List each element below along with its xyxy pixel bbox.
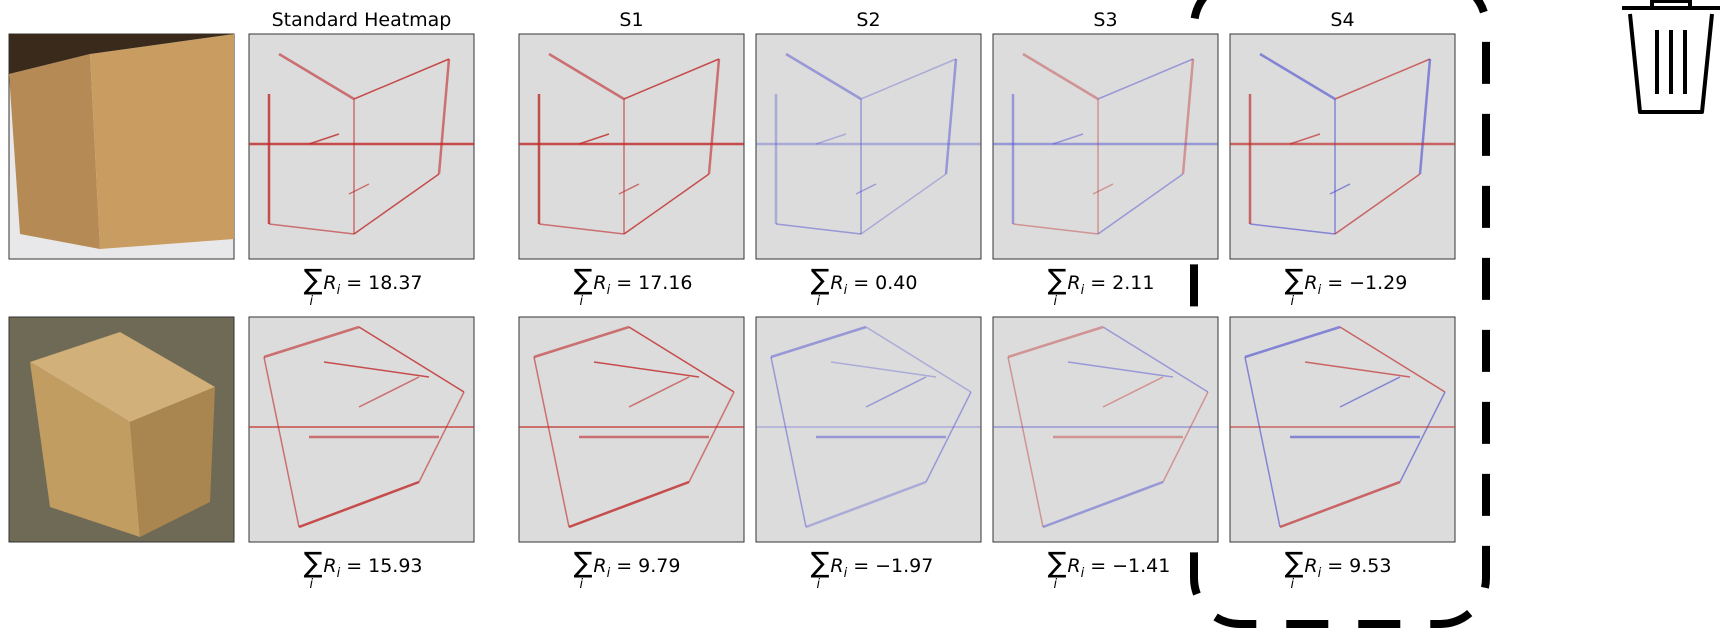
sum-label: ∑Ri = −1.29 — [1285, 263, 1408, 298]
sum-label: ∑Ri = 9.79 — [574, 546, 681, 581]
sum-sigma: ∑ — [574, 546, 593, 579]
sum-label: ∑Ri = −1.97 — [811, 546, 934, 581]
sum-term-index: i — [1081, 566, 1085, 581]
column-title: S4 — [1330, 9, 1354, 31]
heatmap — [519, 317, 744, 542]
sum-index: i — [1291, 294, 1295, 309]
page: Standard HeatmapS1S2S3S4∑Ri=18.37i∑Ri=17… — [0, 0, 1733, 630]
sum-index: i — [310, 294, 314, 309]
sum-index: i — [580, 577, 584, 592]
heatmap — [1230, 317, 1455, 542]
sum-term-index: i — [1318, 566, 1322, 581]
sum-equals: = — [616, 555, 632, 577]
figure: Standard HeatmapS1S2S3S4∑Ri=18.37i∑Ri=17… — [0, 0, 1733, 630]
sum-equals: = — [1327, 272, 1343, 294]
sum-term: R — [830, 555, 843, 577]
column-title: S1 — [619, 9, 643, 31]
sum-equals: = — [853, 555, 869, 577]
sum-value: 15.93 — [368, 555, 422, 577]
sum-term-index: i — [337, 566, 341, 581]
sum-term-index: i — [607, 283, 611, 298]
sum-sigma: ∑ — [1048, 546, 1067, 579]
sum-term-index: i — [1318, 283, 1322, 298]
heatmap — [993, 317, 1218, 542]
sum-term-index: i — [337, 283, 341, 298]
sum-equals: = — [1090, 272, 1106, 294]
sum-value: 9.79 — [638, 555, 680, 577]
column-title: Standard Heatmap — [272, 9, 452, 31]
sum-value: 18.37 — [368, 272, 422, 294]
sum-term-index: i — [844, 566, 848, 581]
sum-label: ∑Ri = 2.11 — [1048, 263, 1155, 298]
sum-index: i — [1291, 577, 1295, 592]
sum-label: ∑Ri = 0.40 — [811, 263, 918, 298]
heatmap — [756, 317, 981, 542]
heatmap — [756, 34, 981, 259]
sum-term: R — [323, 272, 336, 294]
sum-index: i — [580, 294, 584, 309]
sum-equals: = — [346, 555, 362, 577]
sum-label: ∑Ri = 9.53 — [1285, 546, 1392, 581]
sum-label: ∑Ri = 18.37 — [304, 263, 423, 298]
sum-sigma: ∑ — [811, 263, 830, 296]
sum-value: −1.41 — [1112, 555, 1170, 577]
sum-value: 17.16 — [638, 272, 692, 294]
heatmap — [993, 34, 1218, 259]
box-front — [90, 34, 234, 249]
sum-label: ∑Ri = 15.93 — [304, 546, 423, 581]
sum-sigma: ∑ — [1048, 263, 1067, 296]
sum-sigma: ∑ — [811, 546, 830, 579]
column-title: S3 — [1093, 9, 1117, 31]
sum-label: ∑Ri = 17.16 — [574, 263, 693, 298]
sum-equals: = — [853, 272, 869, 294]
sum-term: R — [593, 272, 606, 294]
sum-term: R — [323, 555, 336, 577]
box-side — [9, 54, 100, 249]
sum-term: R — [1304, 555, 1317, 577]
sum-equals: = — [346, 272, 362, 294]
sum-index: i — [817, 294, 821, 309]
heatmap — [519, 34, 744, 259]
sum-term: R — [830, 272, 843, 294]
photo — [9, 34, 234, 259]
sum-index: i — [1054, 577, 1058, 592]
heatmap — [1230, 34, 1455, 259]
sum-equals: = — [1327, 555, 1343, 577]
sum-value: 2.11 — [1112, 272, 1154, 294]
sum-sigma: ∑ — [304, 263, 323, 296]
sum-sigma: ∑ — [304, 546, 323, 579]
sum-term-index: i — [844, 283, 848, 298]
sum-index: i — [1054, 294, 1058, 309]
sum-term-index: i — [607, 566, 611, 581]
sum-value: −1.29 — [1349, 272, 1407, 294]
sum-value: −1.97 — [875, 555, 933, 577]
sum-equals: = — [616, 272, 632, 294]
sum-term: R — [1067, 555, 1080, 577]
trash-icon[interactable] — [1622, 1, 1720, 112]
sum-value: 0.40 — [875, 272, 917, 294]
column-title: S2 — [856, 9, 880, 31]
photo — [9, 317, 234, 542]
sum-sigma: ∑ — [574, 263, 593, 296]
sum-index: i — [310, 577, 314, 592]
heatmap — [249, 34, 474, 259]
sum-value: 9.53 — [1349, 555, 1391, 577]
sum-index: i — [817, 577, 821, 592]
heatmap — [249, 317, 474, 542]
sum-term-index: i — [1081, 283, 1085, 298]
sum-term: R — [593, 555, 606, 577]
sum-sigma: ∑ — [1285, 263, 1304, 296]
sum-sigma: ∑ — [1285, 546, 1304, 579]
sum-equals: = — [1090, 555, 1106, 577]
sum-term: R — [1067, 272, 1080, 294]
sum-term: R — [1304, 272, 1317, 294]
sum-label: ∑Ri = −1.41 — [1048, 546, 1171, 581]
